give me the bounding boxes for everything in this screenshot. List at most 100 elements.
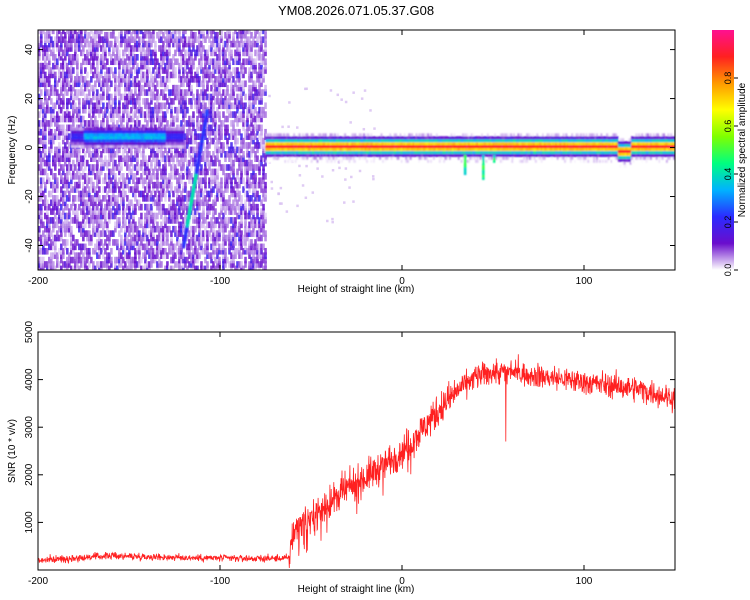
spectrogram-cell	[250, 111, 253, 118]
spectrogram-cell	[56, 155, 59, 162]
spectrogram-cell	[156, 203, 159, 211]
spectrogram-cell	[62, 164, 65, 171]
spectrogram-cell	[80, 62, 83, 70]
spectrogram-cell	[150, 239, 153, 246]
spectrogram-cell	[228, 234, 231, 242]
spectrogram-cell	[98, 173, 101, 180]
spectrogram-cell	[94, 150, 97, 158]
spectrogram-cell	[54, 164, 57, 171]
spectrogram-cell	[88, 164, 91, 171]
spectrogram-cell	[202, 102, 205, 110]
spectrogram-cell	[196, 177, 199, 185]
spectrogram-cell	[110, 146, 113, 154]
spectrogram-band-cell	[141, 130, 144, 134]
spectrogram-band-cell	[154, 145, 157, 149]
spectrogram-cell	[62, 36, 65, 43]
spectrogram-band-cell	[121, 142, 124, 146]
spectrogram-cell	[66, 106, 69, 114]
spectrogram-band-cell	[118, 142, 121, 146]
spectrogram-cell	[196, 190, 199, 198]
spectrogram-cell	[260, 40, 263, 48]
spectrogram-cell	[96, 177, 99, 185]
spectrogram-cell	[46, 106, 49, 114]
spectrogram-cell	[198, 217, 201, 224]
spectrogram-cell	[40, 164, 43, 171]
spectrogram-cell	[38, 84, 41, 92]
spectrogram-cell	[218, 84, 221, 92]
spectrogram-cell	[224, 133, 227, 140]
spectrogram-cell	[252, 93, 255, 101]
spectrogram-cell	[98, 261, 101, 268]
spectrogram-cell	[60, 31, 63, 39]
spectrogram-cell	[108, 203, 111, 211]
spectrogram-cell	[222, 45, 225, 52]
spectrogram-band-cell	[134, 127, 137, 131]
spectrogram-cell	[252, 40, 255, 48]
spectrogram-cell	[50, 190, 53, 198]
spectrogram-cell	[132, 208, 135, 215]
spectrogram-cell	[44, 150, 47, 158]
spectrogram-band-cell	[177, 139, 180, 143]
spectrogram-cell	[104, 256, 107, 264]
spectrogram-cell	[258, 159, 261, 167]
spectrogram-cell	[58, 128, 61, 136]
spectrogram-cell	[180, 195, 183, 202]
spectrogram-cell	[222, 40, 225, 48]
spectrogram-cell	[118, 71, 121, 79]
spectrogram-band-cell	[139, 142, 142, 146]
spectrogram-band-cell	[285, 159, 288, 163]
spectrogram-cell	[238, 128, 241, 136]
spectrogram-cell	[92, 155, 95, 162]
spectrogram-cell	[48, 71, 51, 79]
spectrogram-cell	[214, 76, 217, 83]
spectrogram-band-cell	[303, 150, 306, 154]
spectrogram-band-cell	[284, 145, 287, 149]
spectrogram-cell	[252, 106, 255, 114]
spectrogram-cell	[78, 36, 81, 43]
spectrogram-cell	[46, 221, 49, 229]
spectrogram-cell	[176, 239, 179, 246]
spectrogram-cell	[56, 98, 59, 105]
spectrogram-cell	[176, 181, 179, 189]
spectrogram-cell	[164, 115, 167, 123]
spectrogram-cell	[68, 181, 71, 189]
spectrogram-cell	[248, 164, 251, 171]
spectrogram-cell	[190, 164, 193, 171]
spectrogram-cell	[46, 54, 49, 61]
spectrogram-cell	[156, 195, 159, 202]
spectrogram-cell	[110, 230, 113, 237]
spectrogram-cell	[260, 261, 263, 268]
spectrogram-band-cell	[298, 150, 301, 154]
spectrogram-cell	[162, 49, 165, 57]
spectrogram-cell	[148, 173, 151, 180]
spectrogram-cell	[168, 181, 171, 189]
spectrogram-cell	[250, 102, 253, 110]
spectrogram-cell	[254, 243, 257, 251]
spectrogram-cell	[260, 217, 263, 224]
spectrogram-cell	[200, 164, 203, 171]
spectrogram-cell	[114, 186, 117, 193]
spectrogram-cell	[188, 54, 191, 61]
spectrogram-cell	[224, 217, 227, 224]
spectrogram-cell	[150, 40, 153, 48]
spectrogram-cell	[118, 177, 121, 185]
spectrogram-cell	[264, 173, 267, 180]
spectrogram-cell	[102, 164, 105, 171]
spectrogram-cell	[96, 159, 99, 167]
spectrogram-band-cell	[139, 127, 142, 131]
spectrogram-cell	[166, 98, 169, 105]
spectrogram-band-cell	[288, 156, 291, 160]
spectrogram-cell	[287, 125, 290, 128]
spectrogram-cell	[264, 40, 267, 48]
spectrogram-cell	[222, 71, 225, 79]
spectrogram-cell	[180, 221, 183, 229]
spectrogram-cell	[38, 54, 41, 61]
spectrogram-cell	[94, 71, 97, 79]
spectrogram-cell	[190, 128, 193, 136]
spectrogram-band-cell	[274, 133, 277, 137]
spectrogram-cell	[248, 150, 251, 158]
spectrogram-cell	[226, 234, 229, 242]
spectrogram-cell	[80, 243, 83, 251]
spectrogram-band-cell	[307, 150, 310, 154]
spectrogram-cell	[242, 159, 245, 167]
